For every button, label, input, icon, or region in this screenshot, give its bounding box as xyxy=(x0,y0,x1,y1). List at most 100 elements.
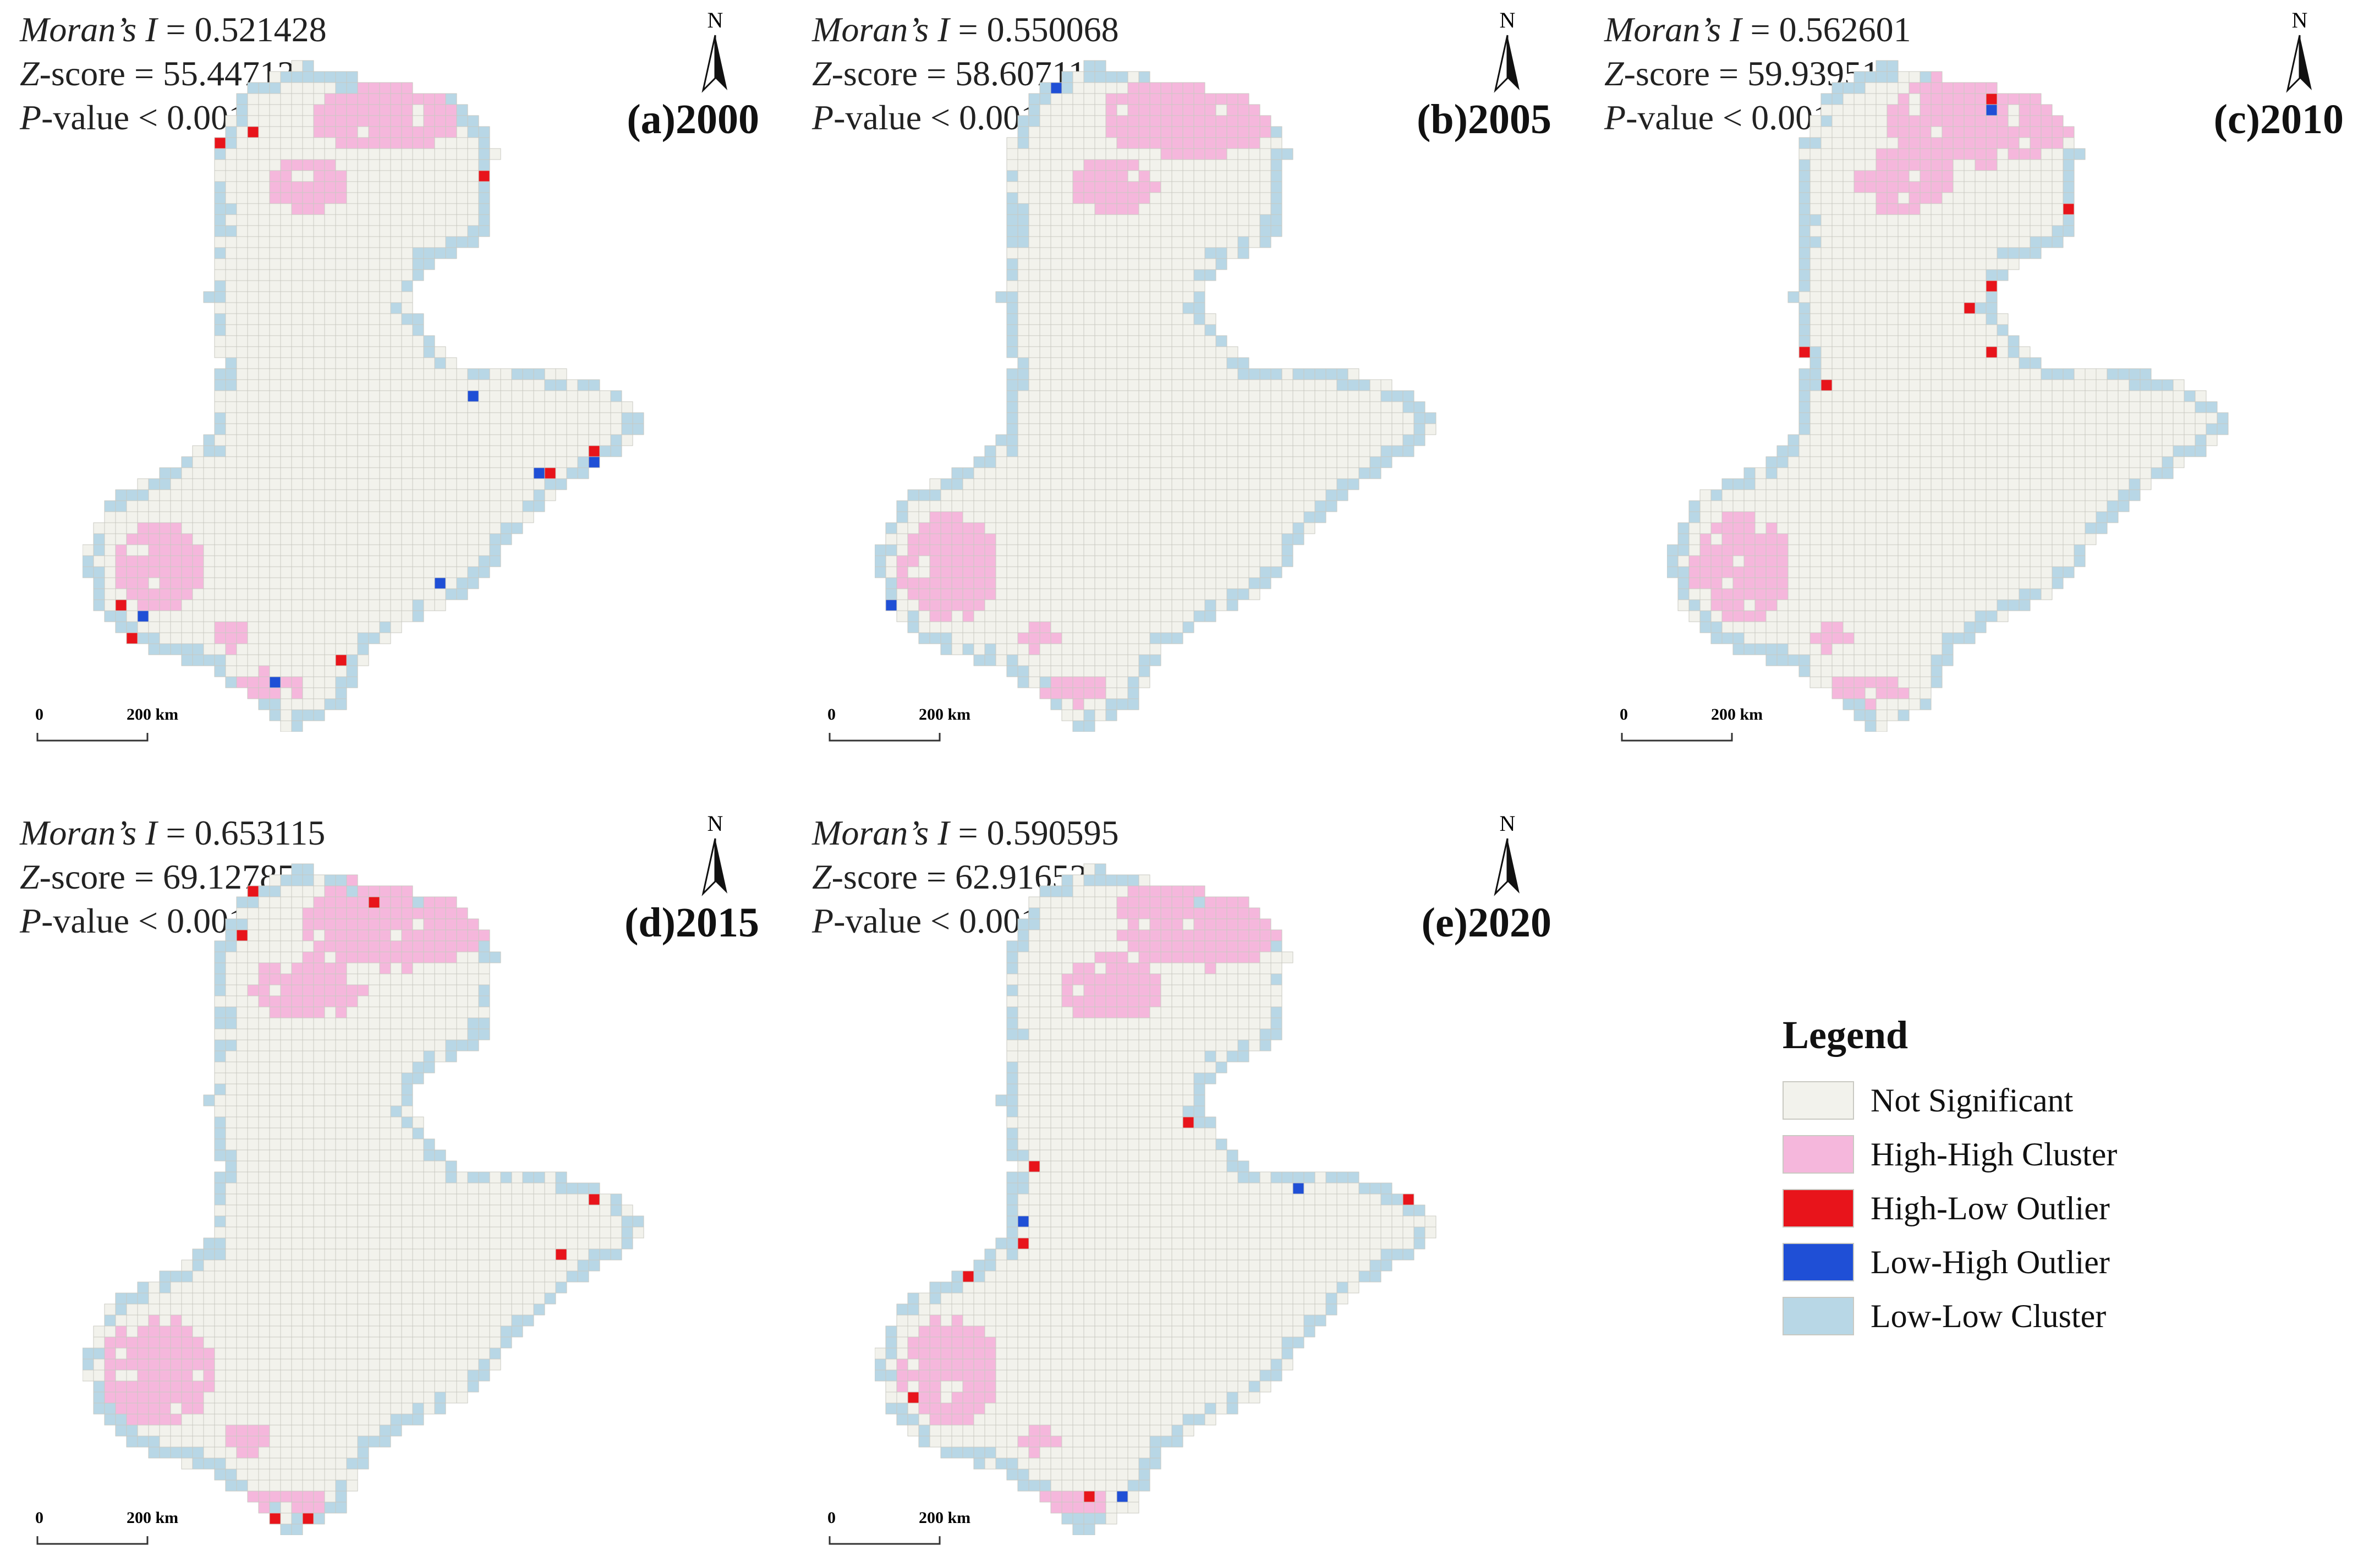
cell-not-significant xyxy=(1237,192,1249,204)
cell-not-significant xyxy=(1787,610,1800,622)
cell-not-significant xyxy=(280,720,292,732)
cell-not-significant xyxy=(1809,445,1822,457)
cell-not-significant xyxy=(1237,522,1249,534)
cell-not-significant xyxy=(280,511,292,523)
cell-low-low-cluster xyxy=(1380,445,1392,457)
panel-label: (d)2015 xyxy=(624,900,759,946)
cell-low-low-cluster xyxy=(258,885,270,897)
cell-not-significant xyxy=(1215,467,1227,479)
cell-low-low-cluster xyxy=(1094,71,1106,83)
cell-low-low-cluster xyxy=(2063,368,2075,380)
cell-not-significant xyxy=(236,335,248,347)
cell-not-significant xyxy=(1215,192,1227,204)
cell-not-significant xyxy=(2063,478,2075,490)
cell-high-high-cluster xyxy=(1776,588,1789,600)
cell-not-significant xyxy=(1953,577,1965,589)
cell-not-significant xyxy=(566,401,578,413)
cell-not-significant xyxy=(1887,533,1899,545)
cell-not-significant xyxy=(995,445,1007,457)
cell-not-significant xyxy=(445,192,457,204)
cell-not-significant xyxy=(1776,621,1789,633)
cell-high-high-cluster xyxy=(159,544,171,556)
cell-high-high-cluster xyxy=(313,940,325,952)
cell-high-high-cluster xyxy=(1160,137,1172,149)
cell-not-significant xyxy=(1248,159,1260,171)
cell-not-significant xyxy=(1831,368,1844,380)
cell-low-low-cluster xyxy=(1402,390,1414,402)
cell-not-significant xyxy=(1116,511,1128,523)
cell-not-significant xyxy=(258,555,270,567)
cell-not-significant xyxy=(1116,566,1128,578)
cell-not-significant xyxy=(1358,445,1370,457)
cell-not-significant xyxy=(1105,346,1117,358)
cell-not-significant xyxy=(1842,324,1855,336)
cell-not-significant xyxy=(346,203,358,215)
cell-not-significant xyxy=(1281,401,1293,413)
cell-not-significant xyxy=(1898,269,1910,281)
cell-not-significant xyxy=(1887,291,1899,303)
cell-high-high-cluster xyxy=(379,126,391,138)
cell-not-significant xyxy=(1909,170,1921,182)
cell-high-high-cluster xyxy=(401,896,413,908)
cell-high-high-cluster xyxy=(368,115,380,127)
cell-not-significant xyxy=(1039,555,1051,567)
cell-not-significant xyxy=(2019,478,2031,490)
cell-low-low-cluster xyxy=(1017,357,1029,369)
cell-not-significant xyxy=(379,401,391,413)
cell-low-low-cluster xyxy=(1259,236,1271,248)
cell-not-significant xyxy=(1270,434,1282,446)
cell-low-low-cluster xyxy=(1787,291,1800,303)
cell-high-high-cluster xyxy=(896,555,908,567)
cell-not-significant xyxy=(1160,423,1172,435)
cell-not-significant xyxy=(1171,357,1183,369)
cell-not-significant xyxy=(1182,500,1194,512)
cell-not-significant xyxy=(115,511,127,523)
cell-not-significant xyxy=(1281,478,1293,490)
cell-not-significant xyxy=(1953,379,1965,391)
cell-not-significant xyxy=(313,291,325,303)
cell-high-high-cluster xyxy=(1138,93,1150,105)
cell-low-low-cluster xyxy=(1237,247,1249,259)
cell-high-high-cluster xyxy=(390,940,402,952)
cell-not-significant xyxy=(467,544,479,556)
cell-not-significant xyxy=(1820,456,1833,468)
cell-not-significant xyxy=(1920,401,1932,413)
cell-not-significant xyxy=(104,566,116,578)
cell-high-high-cluster xyxy=(973,544,985,556)
cell-not-significant xyxy=(1072,412,1084,424)
cell-high-high-cluster xyxy=(346,907,358,919)
cell-not-significant xyxy=(1864,467,1877,479)
cell-not-significant xyxy=(467,401,479,413)
cell-not-significant xyxy=(1820,610,1833,622)
cell-not-significant xyxy=(280,665,292,677)
cell-not-significant xyxy=(291,907,303,919)
cell-not-significant xyxy=(1898,214,1910,226)
cell-not-significant xyxy=(280,687,292,699)
cell-not-significant xyxy=(1259,500,1271,512)
cell-not-significant xyxy=(1050,511,1062,523)
cell-not-significant xyxy=(445,973,457,985)
cell-not-significant xyxy=(973,500,985,512)
cell-not-significant xyxy=(1876,346,1888,358)
cell-not-significant xyxy=(1028,478,1040,490)
cell-not-significant xyxy=(1116,676,1128,688)
cell-high-high-cluster xyxy=(951,533,963,545)
cell-not-significant xyxy=(258,104,270,116)
cell-low-low-cluster xyxy=(577,467,589,479)
cell-not-significant xyxy=(1909,456,1921,468)
cell-not-significant xyxy=(2030,225,2042,237)
cell-low-low-cluster xyxy=(478,192,490,204)
cell-not-significant xyxy=(1149,390,1161,402)
cell-not-significant xyxy=(1072,93,1084,105)
cell-not-significant xyxy=(1920,566,1932,578)
cell-not-significant xyxy=(159,500,171,512)
cell-not-significant xyxy=(1138,467,1150,479)
cell-not-significant xyxy=(357,423,369,435)
cell-not-significant xyxy=(1953,566,1965,578)
cell-not-significant xyxy=(1182,555,1194,567)
cell-not-significant xyxy=(434,159,446,171)
cell-not-significant xyxy=(357,577,369,589)
cell-not-significant xyxy=(1149,577,1161,589)
cell-not-significant xyxy=(456,478,468,490)
cell-not-significant xyxy=(1017,566,1029,578)
